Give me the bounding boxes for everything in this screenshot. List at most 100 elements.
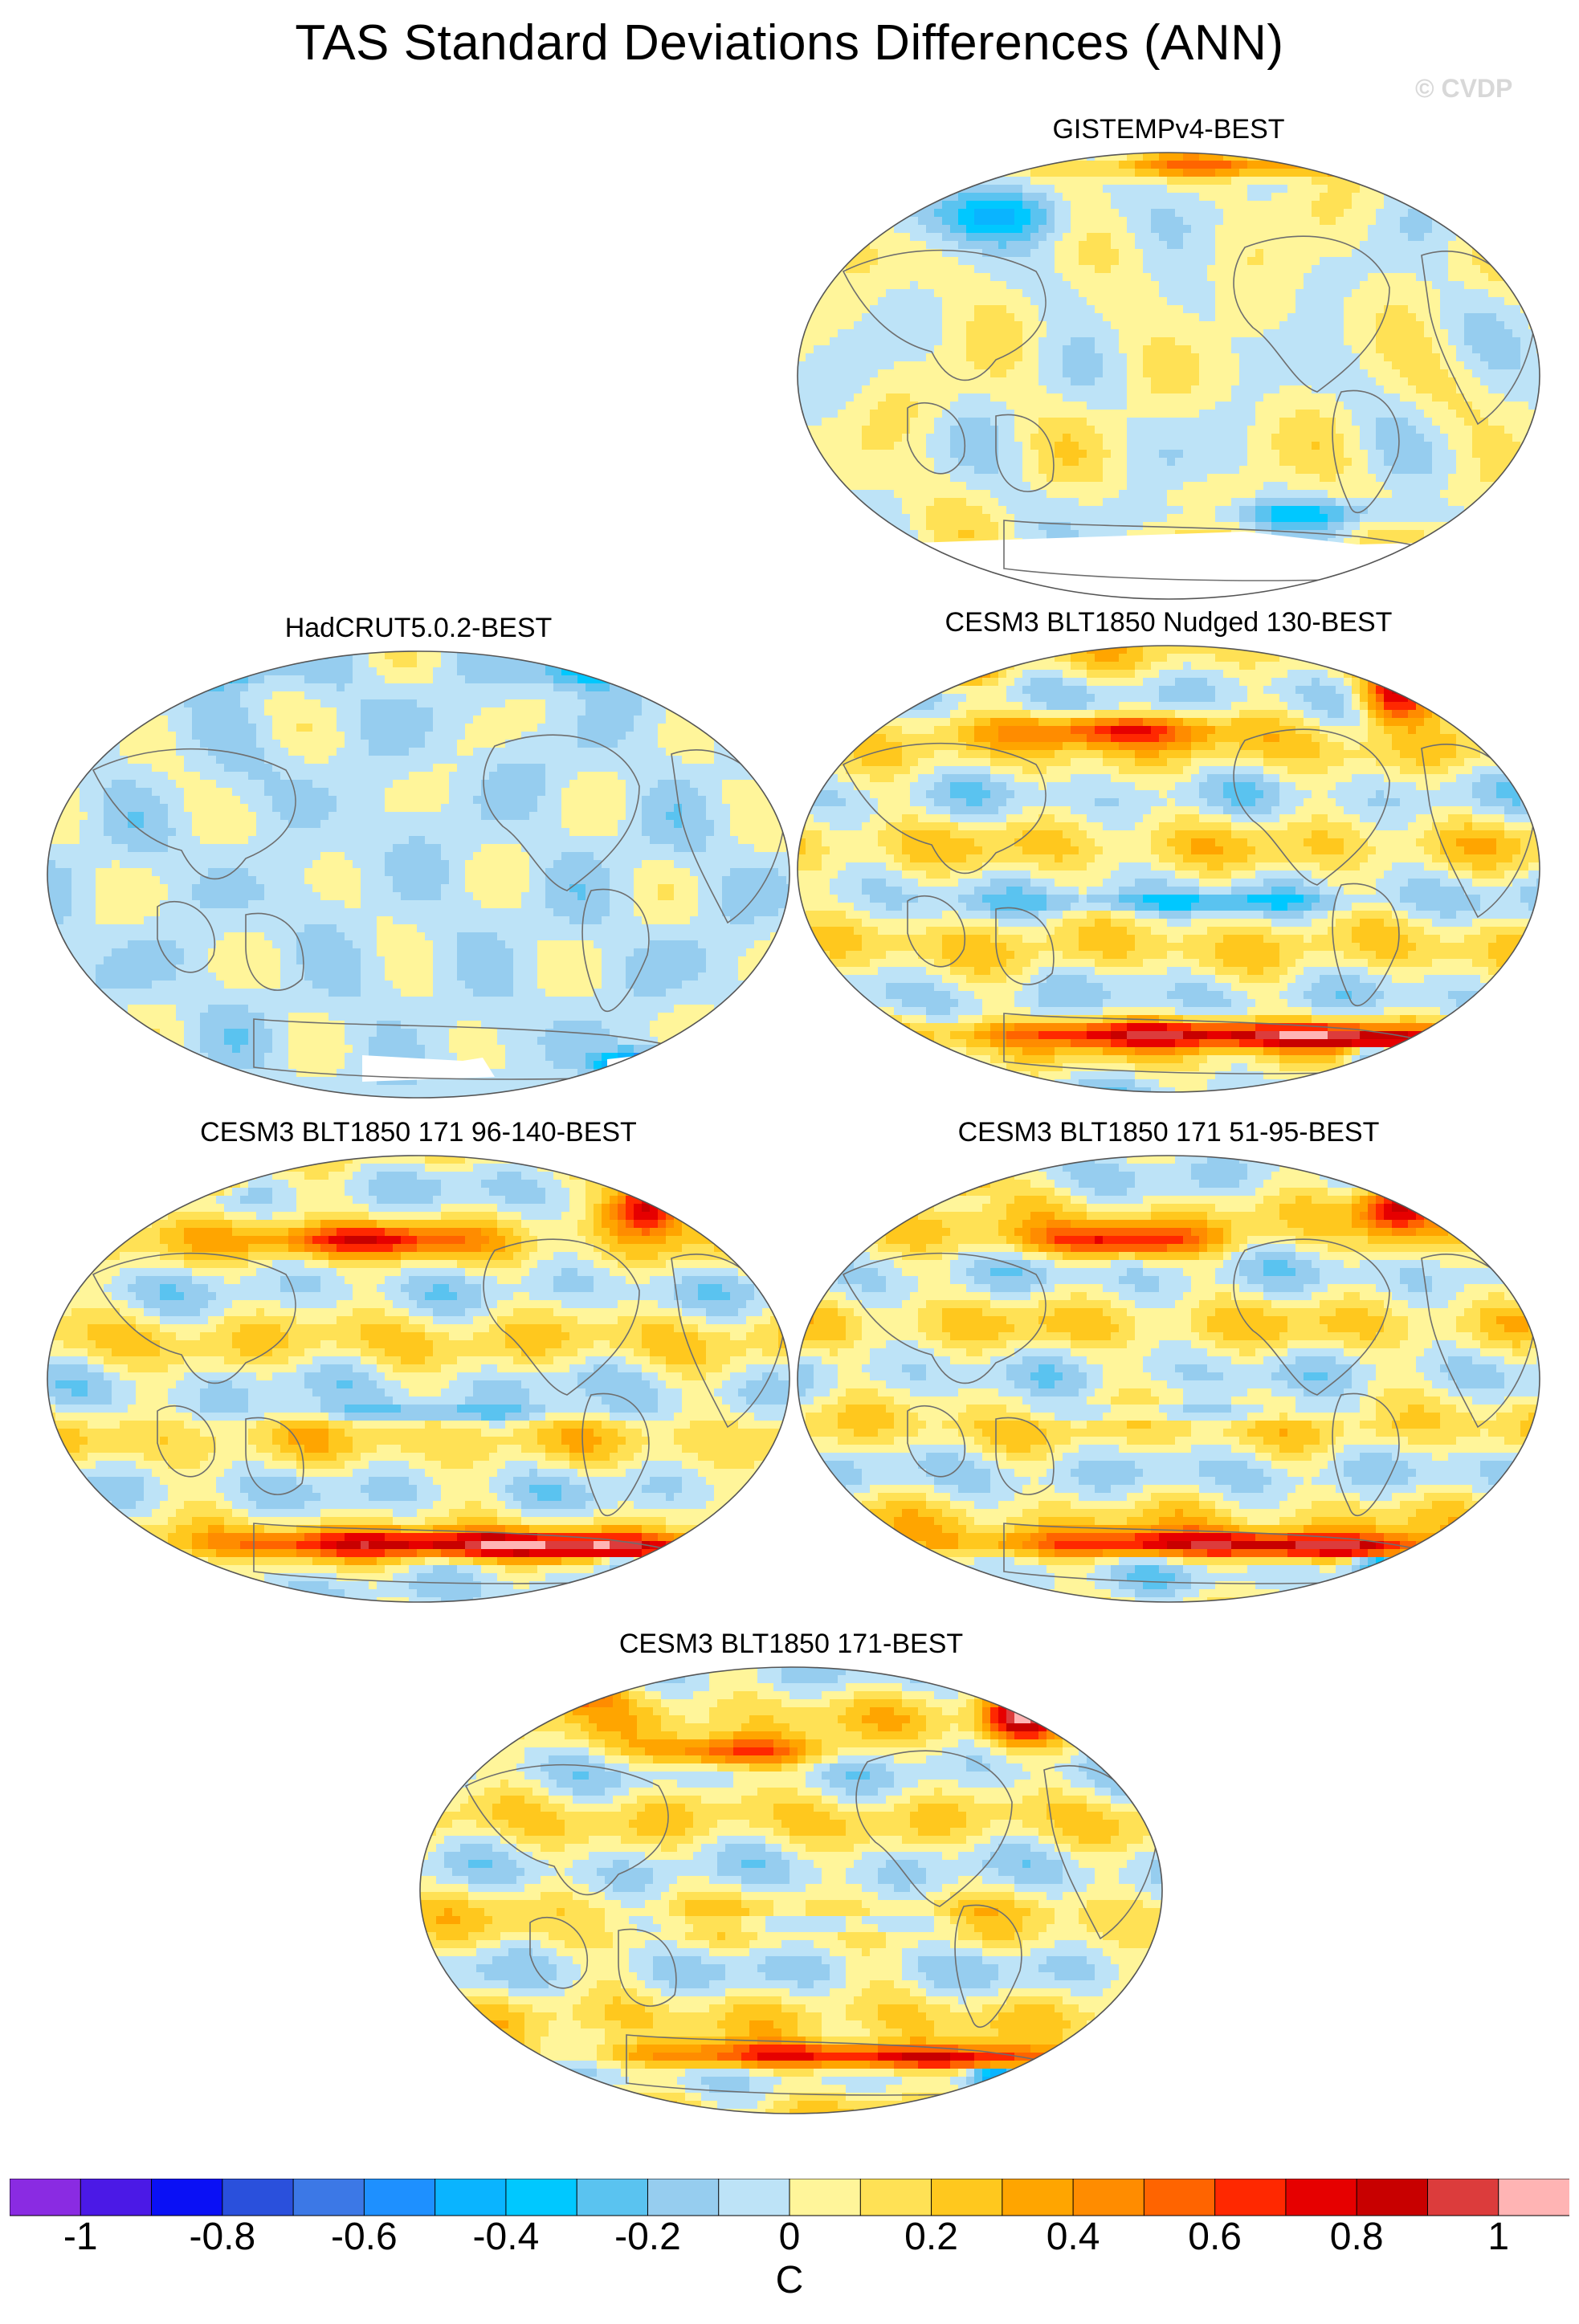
coastline xyxy=(1233,1238,1390,1396)
colorbar-bin xyxy=(789,2179,862,2216)
colorbar-bin xyxy=(576,2179,649,2216)
map-field xyxy=(798,153,1540,599)
map-hadcrut xyxy=(47,650,790,1099)
map-m96 xyxy=(47,1155,790,1603)
map-border xyxy=(419,1666,1163,2114)
coastline xyxy=(1233,235,1390,393)
colorbar-tick-label: 1 xyxy=(1487,2215,1509,2259)
colorbar-bin xyxy=(80,2179,153,2216)
colorbar-bin xyxy=(1426,2179,1499,2216)
coastline xyxy=(954,1904,1022,2028)
colorbar-bin xyxy=(151,2179,223,2216)
colorbar-bin xyxy=(1072,2179,1145,2216)
panel-title-m171: CESM3 BLT1850 171-BEST xyxy=(418,1629,1165,1660)
panel-gistemp: GISTEMPv4-BEST xyxy=(795,114,1542,612)
colorbar-bin xyxy=(363,2179,436,2216)
colorbar xyxy=(10,2179,1569,2216)
colorbar-bin xyxy=(859,2179,932,2216)
colorbar-tick-label: 0.8 xyxy=(1330,2215,1384,2259)
colorbar-bin xyxy=(1285,2179,1358,2216)
coastline xyxy=(1332,389,1400,514)
colorbar-bin xyxy=(222,2179,295,2216)
map-m171 xyxy=(419,1666,1163,2114)
coastline xyxy=(157,900,216,973)
figure-title: TAS Standard Deviations Differences (ANN… xyxy=(0,14,1579,71)
colorbar-tick-label: -1 xyxy=(63,2215,98,2259)
coastline xyxy=(581,888,650,1013)
coastline xyxy=(245,912,304,991)
map-border xyxy=(47,650,790,1099)
colorbar-bin xyxy=(1356,2179,1429,2216)
panel-m96: CESM3 BLT1850 171 96-140-BEST xyxy=(45,1117,792,1615)
colorbar-tick-label: 0.2 xyxy=(904,2215,958,2259)
colorbar-bin xyxy=(1214,2179,1287,2216)
colorbar-bin xyxy=(435,2179,507,2216)
colorbar-tick-label: 0 xyxy=(779,2215,801,2259)
coastline xyxy=(995,1417,1055,1495)
panel-title-nudged: CESM3 BLT1850 Nudged 130-BEST xyxy=(795,607,1542,638)
colorbar-bin xyxy=(10,2179,82,2216)
colorbar-bin xyxy=(1143,2179,1216,2216)
coastline xyxy=(842,1252,1047,1384)
coastline xyxy=(1421,1254,1535,1429)
coastline xyxy=(483,734,640,891)
colorbar-tick-label: -0.6 xyxy=(331,2215,398,2259)
coastline xyxy=(92,748,296,880)
map-field xyxy=(47,1156,790,1602)
panel-title-hadcrut: HadCRUT5.0.2-BEST xyxy=(45,613,792,644)
coastline xyxy=(907,402,966,475)
coastline xyxy=(907,1405,966,1478)
coastline xyxy=(995,414,1055,492)
colorbar-bin xyxy=(1498,2179,1569,2216)
panel-title-gistemp: GISTEMPv4-BEST xyxy=(795,114,1542,145)
map-border xyxy=(47,1155,790,1603)
coastline xyxy=(1332,883,1400,1007)
panel-nudged: CESM3 BLT1850 Nudged 130-BEST xyxy=(795,607,1542,1105)
panel-title-m51: CESM3 BLT1850 171 51-95-BEST xyxy=(795,1117,1542,1148)
coastline xyxy=(671,749,785,924)
colorbar-tick-label: 0.4 xyxy=(1047,2215,1100,2259)
panel-m51: CESM3 BLT1850 171 51-95-BEST xyxy=(795,1117,1542,1615)
coastline xyxy=(581,1392,650,1517)
map-field xyxy=(798,646,1540,1092)
coastline xyxy=(1332,1392,1400,1517)
coastline xyxy=(464,1763,669,1896)
coastline xyxy=(995,907,1055,985)
colorbar-bin xyxy=(718,2179,791,2216)
colorbar-bin xyxy=(1002,2179,1075,2216)
coastline xyxy=(1233,728,1390,886)
colorbar-bin xyxy=(505,2179,578,2216)
colorbar-bin xyxy=(647,2179,720,2216)
colorbar-bin xyxy=(931,2179,1003,2216)
coastline xyxy=(483,1238,640,1396)
map-nudged xyxy=(797,645,1540,1093)
colorbar-unit-label: C xyxy=(776,2258,804,2302)
watermark: © CVDP xyxy=(1415,74,1512,104)
colorbar-bin xyxy=(292,2179,365,2216)
coastline xyxy=(842,249,1047,381)
colorbar-tick-label: 0.6 xyxy=(1188,2215,1242,2259)
colorbar-tick-label: -0.2 xyxy=(614,2215,681,2259)
map-border xyxy=(797,1155,1540,1603)
panel-hadcrut: HadCRUT5.0.2-BEST xyxy=(45,613,792,1111)
missing-data-region xyxy=(362,1055,643,1082)
coastline xyxy=(529,1916,589,1989)
coastline xyxy=(245,1417,304,1495)
coastline xyxy=(842,742,1047,875)
coastline xyxy=(907,895,966,968)
coastline xyxy=(855,1750,1013,1907)
coastline xyxy=(671,1254,785,1429)
map-border xyxy=(797,152,1540,600)
map-gistemp xyxy=(797,152,1540,600)
map-field xyxy=(798,1156,1540,1602)
coastline xyxy=(1043,1765,1157,1940)
panel-m171: CESM3 BLT1850 171-BEST xyxy=(418,1629,1165,2126)
map-border xyxy=(797,645,1540,1093)
coastline xyxy=(1421,744,1535,919)
map-m51 xyxy=(797,1155,1540,1603)
coastline xyxy=(618,1928,677,2007)
panel-title-m96: CESM3 BLT1850 171 96-140-BEST xyxy=(45,1117,792,1148)
coastline xyxy=(1421,251,1535,426)
colorbar-tick-label: -0.8 xyxy=(189,2215,255,2259)
coastline xyxy=(157,1405,216,1478)
